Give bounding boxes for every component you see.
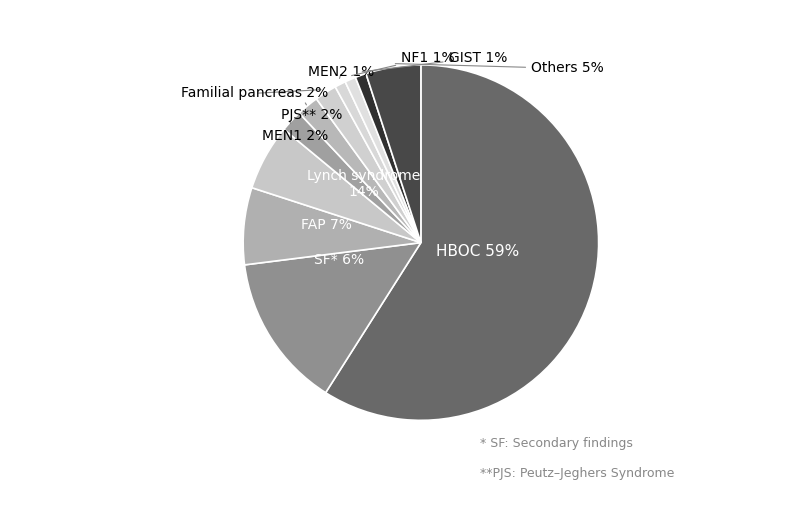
Text: Familial pancreas 2%: Familial pancreas 2% — [182, 86, 329, 100]
Wedge shape — [326, 65, 598, 421]
Wedge shape — [284, 113, 421, 243]
Text: Others 5%: Others 5% — [395, 61, 604, 76]
Wedge shape — [366, 65, 421, 243]
Wedge shape — [245, 243, 421, 392]
Text: HBOC 59%: HBOC 59% — [436, 244, 519, 259]
Text: * SF: Secondary findings: * SF: Secondary findings — [480, 437, 633, 450]
Text: SF* 6%: SF* 6% — [314, 253, 364, 267]
Wedge shape — [252, 129, 421, 243]
Wedge shape — [299, 99, 421, 243]
Wedge shape — [355, 74, 421, 243]
Text: MEN1 2%: MEN1 2% — [262, 121, 329, 143]
Text: PJS** 2%: PJS** 2% — [282, 103, 342, 122]
Text: GIST 1%: GIST 1% — [362, 51, 507, 72]
Text: FAP 7%: FAP 7% — [302, 218, 352, 232]
Text: NF1 1%: NF1 1% — [351, 51, 455, 76]
Wedge shape — [243, 188, 421, 265]
Text: MEN2 1%: MEN2 1% — [309, 65, 374, 79]
Wedge shape — [346, 77, 421, 243]
Text: Lynch syndrome
14%: Lynch syndrome 14% — [307, 169, 421, 199]
Wedge shape — [317, 87, 421, 243]
Wedge shape — [335, 82, 421, 243]
Text: **PJS: Peutz–Jeghers Syndrome: **PJS: Peutz–Jeghers Syndrome — [480, 468, 674, 480]
